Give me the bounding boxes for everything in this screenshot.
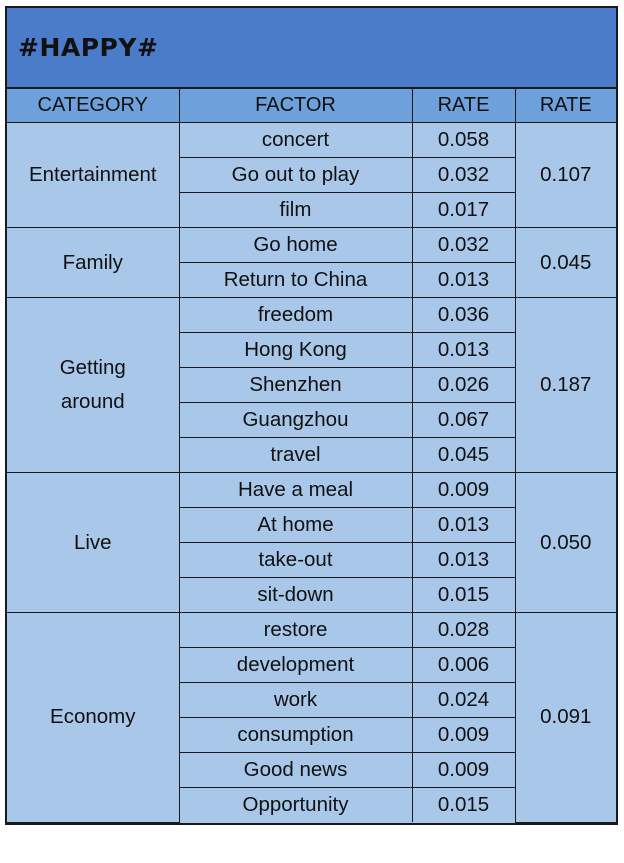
factor-rate-table: CATEGORY FACTOR RATE RATE Entertainment c… [7, 89, 616, 823]
rate-cell: 0.013 [411, 542, 515, 578]
factor-cell: Good news [179, 752, 413, 788]
header-factor: FACTOR [178, 89, 413, 123]
category-cell: Live [7, 472, 180, 613]
category-label: Family [62, 250, 123, 274]
rate-cell: 0.006 [411, 647, 515, 683]
table-row: Opportunity 0.015 [7, 787, 616, 822]
category-cell: Entertainment [7, 122, 180, 228]
category-cell: Economy [7, 612, 180, 823]
rate-cell: 0.009 [411, 717, 515, 753]
table-row: Good news 0.009 [7, 752, 616, 788]
factor-cell: Return to China [179, 262, 413, 298]
table-row: Live Have a meal 0.009 0.050 [7, 472, 616, 613]
factor-cell: film [179, 192, 413, 228]
header-category-rate: RATE [514, 89, 616, 123]
factor-cell: freedom [178, 297, 413, 333]
table-row: work 0.024 [7, 682, 616, 718]
table-row: take-out 0.013 [7, 542, 616, 578]
rate-cell: 0.024 [411, 682, 515, 718]
rate-cell: 0.032 [411, 157, 515, 193]
category-label: around [60, 390, 125, 413]
factor-cell: work [179, 682, 413, 718]
factor-cell: concert [178, 122, 413, 158]
table-row: development 0.006 [7, 647, 616, 683]
rate-cell: 0.032 [411, 227, 516, 263]
table-row: consumption 0.009 [7, 717, 616, 753]
header-category: CATEGORY [7, 89, 180, 123]
header-row: CATEGORY FACTOR RATE RATE [7, 89, 616, 123]
category-label: Entertainment [28, 163, 157, 186]
table-body: Entertainment concert 0.058 0.107 Go out to … [7, 122, 616, 823]
rate-cell: 0.045 [411, 437, 515, 473]
header-rate: RATE [411, 89, 516, 123]
table-row: Getting around freedom 0.036 0.187 [7, 297, 616, 473]
rate-cell: 0.026 [411, 367, 515, 403]
rate-cell: 0.015 [411, 787, 515, 822]
factor-cell: Have a meal [178, 472, 413, 508]
factor-cell: Guangzhou [179, 402, 413, 438]
category-rate-cell: 0.091 [514, 612, 616, 823]
happy-table-card: #HAPPY# CATEGORY FACTOR RATE RATE Entert… [5, 6, 618, 825]
factor-cell: travel [179, 437, 413, 473]
factor-cell: development [179, 647, 413, 683]
rate-cell: 0.036 [411, 297, 516, 333]
title-bar: #HAPPY# [7, 8, 616, 89]
rate-cell: 0.067 [411, 402, 515, 438]
factor-cell: take-out [179, 542, 413, 578]
rate-cell: 0.017 [411, 192, 515, 228]
table-row: Go out to play 0.032 [7, 157, 616, 193]
table-row: Family Go home 0.032 0.045 [7, 227, 616, 298]
rate-cell: 0.013 [411, 332, 515, 368]
rate-cell: 0.013 [411, 507, 515, 543]
category-rate-cell: 0.187 [514, 297, 616, 473]
factor-cell: sit-down [179, 577, 413, 613]
table-row: travel 0.045 [7, 437, 616, 473]
category-label: Live [73, 530, 112, 554]
rate-cell: 0.013 [411, 262, 515, 298]
factor-cell: Opportunity [179, 787, 413, 822]
category-cell: Family [7, 227, 180, 298]
table-row: Entertainment concert 0.058 0.107 [7, 122, 616, 228]
factor-cell: Go home [178, 227, 413, 263]
factor-cell: Shenzhen [179, 367, 413, 403]
table-row: sit-down 0.015 [7, 577, 616, 613]
category-rate-cell: 0.045 [514, 227, 616, 298]
table-row: At home 0.013 [7, 507, 616, 543]
table-row: film 0.017 [7, 192, 616, 228]
rate-cell: 0.015 [411, 577, 515, 613]
rate-cell: 0.009 [411, 472, 516, 508]
rate-cell: 0.058 [411, 122, 516, 158]
factor-cell: Go out to play [179, 157, 413, 193]
category-label: Getting [59, 356, 126, 379]
table-title: #HAPPY# [18, 33, 159, 62]
category-label: Economy [50, 705, 136, 729]
factor-cell: consumption [179, 717, 413, 753]
table-row: Economy restore 0.028 0.091 [7, 612, 616, 823]
factor-cell: At home [179, 507, 413, 543]
factor-cell: restore [178, 612, 413, 648]
table-row: Shenzhen 0.026 [7, 367, 616, 403]
table-row: Hong Kong 0.013 [7, 332, 616, 368]
rate-cell: 0.028 [411, 612, 516, 648]
category-cell: Getting around [7, 297, 180, 473]
table-row: Guangzhou 0.067 [7, 402, 616, 438]
rate-cell: 0.009 [411, 752, 515, 788]
category-rate-cell: 0.107 [514, 122, 616, 228]
category-rate-cell: 0.050 [514, 472, 616, 613]
factor-cell: Hong Kong [179, 332, 413, 368]
